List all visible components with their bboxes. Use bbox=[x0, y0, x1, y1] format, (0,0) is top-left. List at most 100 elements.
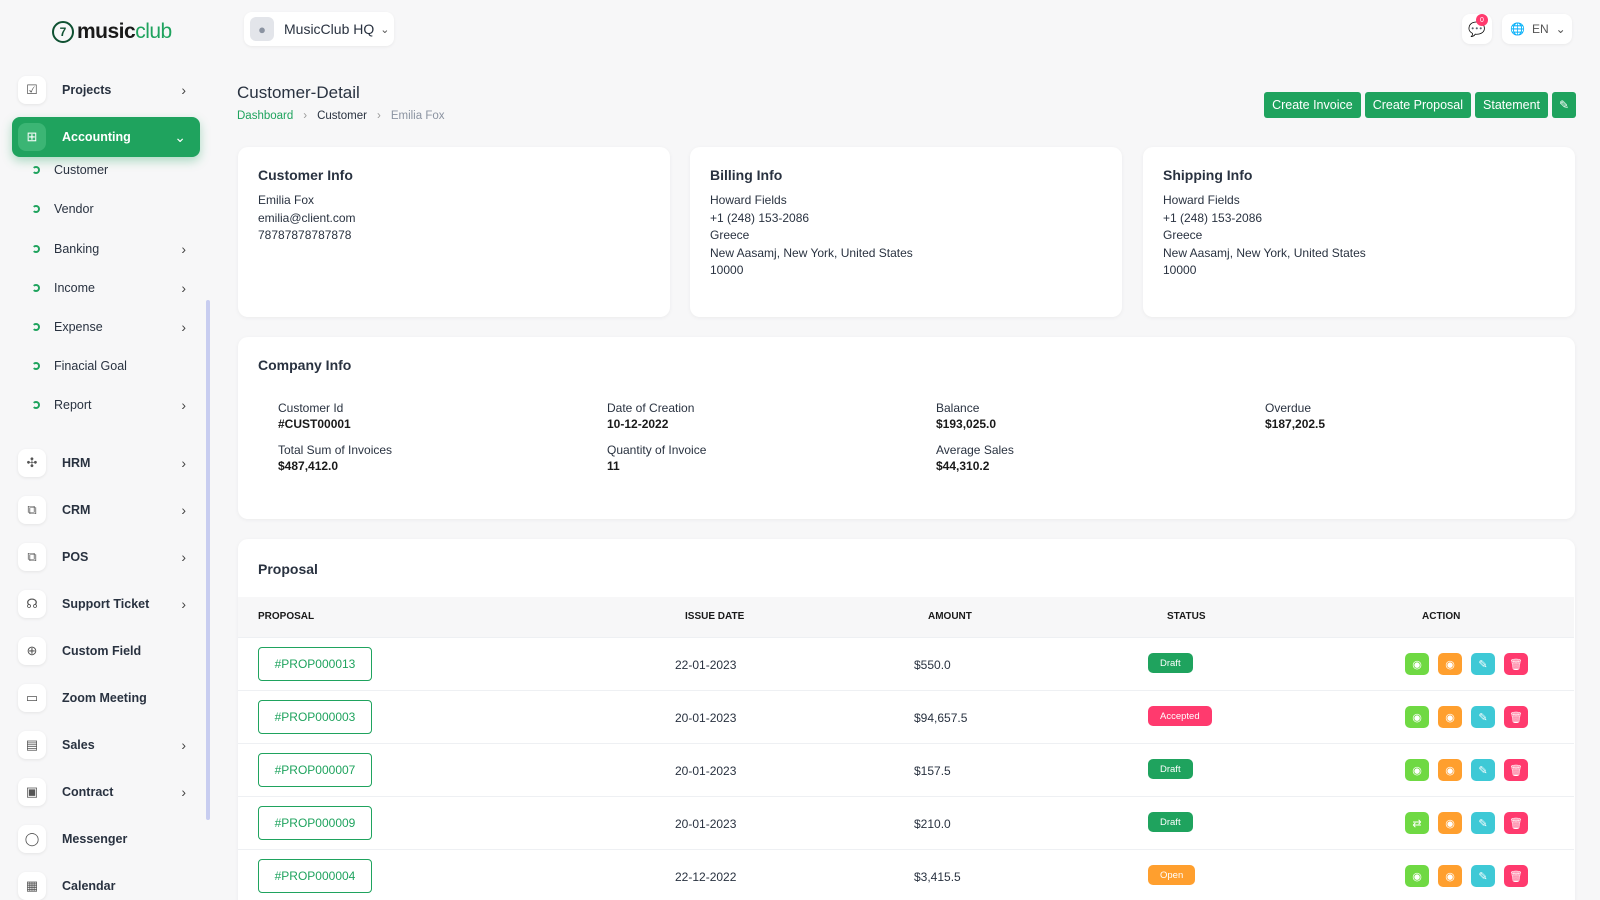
bullet-icon bbox=[32, 245, 40, 253]
sidebar-subitem-expense[interactable]: Expense › bbox=[32, 315, 192, 339]
workspace-switcher[interactable]: ● MusicClub HQ ⌄ bbox=[244, 12, 394, 46]
trash-icon[interactable]: 🗑 bbox=[1504, 759, 1528, 781]
create-invoice-button[interactable]: Create Invoice bbox=[1264, 92, 1361, 118]
pencil-icon: ✎ bbox=[1558, 98, 1570, 112]
breadcrumb-dashboard[interactable]: Dashboard bbox=[237, 110, 294, 122]
accounting-icon: ⊞ bbox=[18, 123, 46, 151]
chevron-down-icon: ⌄ bbox=[174, 128, 186, 145]
company-field-label: Overdue bbox=[1265, 401, 1312, 415]
col-proposal: PROPOSAL bbox=[258, 611, 315, 622]
issue-date: 20-01-2023 bbox=[675, 817, 737, 831]
company-field-value: $487,412.0 bbox=[278, 459, 339, 473]
company-info-grid: Customer Id #CUST00001 Date of Creation 10-… bbox=[278, 401, 1568, 473]
table-row: #PROP000013 22-01-2023 $550.0 Draft ◉ ◉ ✎ 🗑 bbox=[238, 637, 1574, 690]
sidebar-item-label: Support Ticket bbox=[62, 597, 150, 611]
calendar-icon: ▦ bbox=[18, 872, 46, 900]
sidebar-subitem-vendor[interactable]: Vendor bbox=[32, 197, 192, 221]
language-label: EN bbox=[1531, 22, 1549, 36]
logo-icon: 7 bbox=[52, 21, 74, 43]
table-row: #PROP000009 20-01-2023 $210.0 Draft ⇄ ◉ ✎ 🗑 bbox=[238, 796, 1574, 849]
sidebar-item-projects[interactable]: ☑ Projects › bbox=[12, 70, 200, 110]
preview-eye-icon[interactable]: ◉ bbox=[1438, 653, 1462, 675]
statement-button[interactable]: Statement bbox=[1475, 92, 1548, 118]
issue-date: 20-01-2023 bbox=[675, 764, 737, 778]
logo[interactable]: 7 musicclub bbox=[52, 20, 172, 44]
trash-icon[interactable]: 🗑 bbox=[1504, 865, 1528, 887]
crm-icon: ⧉ bbox=[18, 496, 46, 524]
company-field: Date of Creation 10-12-2022 bbox=[607, 401, 936, 431]
sidebar-item-contract[interactable]: ▣ Contract › bbox=[12, 772, 200, 812]
sidebar-subitem-finacial-goal[interactable]: Finacial Goal bbox=[32, 354, 192, 378]
edit-customer-button[interactable]: ✎ bbox=[1552, 92, 1576, 118]
proposal-card: Proposal PROPOSAL ISSUE DATE AMOUNT STAT… bbox=[238, 539, 1575, 900]
proposal-id-button[interactable]: #PROP000013 bbox=[258, 647, 372, 681]
company-field-label: Date of Creation bbox=[607, 401, 695, 415]
projects-icon: ☑ bbox=[18, 76, 46, 104]
shipping-country: Greece bbox=[1163, 228, 1203, 242]
customer-info-card: Customer Info Emilia Fox emilia@client.c… bbox=[238, 147, 670, 317]
sidebar-item-support-ticket[interactable]: ☊ Support Ticket › bbox=[12, 584, 200, 624]
eye-icon[interactable]: ◉ bbox=[1405, 706, 1429, 728]
proposal-id-button[interactable]: #PROP000004 bbox=[258, 859, 372, 893]
sidebar-item-label: Zoom Meeting bbox=[62, 691, 147, 705]
billing-country: Greece bbox=[710, 228, 750, 242]
row-actions: ⇄ ◉ ✎ 🗑 bbox=[1405, 812, 1528, 834]
workspace-name: MusicClub HQ bbox=[284, 21, 375, 37]
col-issue-date: ISSUE DATE bbox=[685, 611, 745, 622]
sidebar-subitem-income[interactable]: Income › bbox=[32, 276, 192, 300]
eye-icon[interactable]: ◉ bbox=[1405, 653, 1429, 675]
proposal-id-button[interactable]: #PROP000009 bbox=[258, 806, 372, 840]
sidebar-subitem-label: Income bbox=[54, 281, 95, 295]
sidebar-item-pos[interactable]: ⧉ POS › bbox=[12, 537, 200, 577]
bullet-icon bbox=[32, 166, 40, 174]
shipping-name: Howard Fields bbox=[1163, 193, 1240, 207]
language-selector[interactable]: 🌐 EN ⌄ bbox=[1502, 14, 1572, 44]
preview-eye-icon[interactable]: ◉ bbox=[1438, 865, 1462, 887]
sidebar-item-crm[interactable]: ⧉ CRM › bbox=[12, 490, 200, 530]
trash-icon[interactable]: 🗑 bbox=[1504, 706, 1528, 728]
trash-icon[interactable]: 🗑 bbox=[1504, 653, 1528, 675]
pencil-icon[interactable]: ✎ bbox=[1471, 865, 1495, 887]
sidebar-item-calendar[interactable]: ▦ Calendar bbox=[12, 866, 200, 900]
eye-icon[interactable]: ◉ bbox=[1405, 759, 1429, 781]
sidebar-item-accounting[interactable]: ⊞ Accounting ⌄ bbox=[12, 117, 200, 157]
sidebar-scrollbar[interactable] bbox=[206, 300, 210, 820]
proposal-id-button[interactable]: #PROP000003 bbox=[258, 700, 372, 734]
sidebar-item-label: Calendar bbox=[62, 879, 116, 893]
preview-eye-icon[interactable]: ◉ bbox=[1438, 706, 1462, 728]
sidebar-item-label: Sales bbox=[62, 738, 95, 752]
plus-circle-icon: ⊕ bbox=[18, 637, 46, 665]
pencil-icon[interactable]: ✎ bbox=[1471, 812, 1495, 834]
billing-address: New Aasamj, New York, United States bbox=[710, 245, 913, 260]
sidebar-subitem-banking[interactable]: Banking › bbox=[32, 237, 192, 261]
sidebar-item-hrm[interactable]: ✣ HRM › bbox=[12, 443, 200, 483]
status-badge: Draft bbox=[1148, 812, 1193, 832]
sidebar-item-label: CRM bbox=[62, 503, 91, 517]
shipping-phone: +1 (248) 153-2086 bbox=[1163, 210, 1263, 225]
billing-phone: +1 (248) 153-2086 bbox=[710, 210, 810, 225]
amount: $550.0 bbox=[914, 658, 951, 672]
pencil-icon[interactable]: ✎ bbox=[1471, 706, 1495, 728]
sidebar-item-sales[interactable]: ▤ Sales › bbox=[12, 725, 200, 765]
sidebar-item-custom-field[interactable]: ⊕ Custom Field bbox=[12, 631, 200, 671]
breadcrumb-customer[interactable]: Customer bbox=[317, 110, 367, 122]
pencil-icon[interactable]: ✎ bbox=[1471, 653, 1495, 675]
eye-icon[interactable]: ◉ bbox=[1405, 865, 1429, 887]
create-proposal-button[interactable]: Create Proposal bbox=[1364, 92, 1472, 118]
sidebar-item-zoom-meeting[interactable]: ▭ Zoom Meeting bbox=[12, 678, 200, 718]
chevron-right-icon: › bbox=[303, 110, 308, 122]
convert-icon[interactable]: ⇄ bbox=[1405, 812, 1429, 834]
sidebar-item-messenger[interactable]: ◯ Messenger bbox=[12, 819, 200, 859]
status-badge: Draft bbox=[1148, 759, 1193, 779]
company-field-label: Customer Id bbox=[278, 401, 344, 415]
sidebar-subitem-customer[interactable]: Customer bbox=[32, 158, 192, 182]
preview-eye-icon[interactable]: ◉ bbox=[1438, 812, 1462, 834]
billing-zip: 10000 bbox=[710, 263, 744, 277]
table-row: #PROP000007 20-01-2023 $157.5 Draft ◉ ◉ ✎ 🗑 bbox=[238, 743, 1574, 796]
proposal-id-button[interactable]: #PROP000007 bbox=[258, 753, 372, 787]
sidebar-item-label: Custom Field bbox=[62, 644, 142, 658]
pencil-icon[interactable]: ✎ bbox=[1471, 759, 1495, 781]
preview-eye-icon[interactable]: ◉ bbox=[1438, 759, 1462, 781]
sidebar-subitem-report[interactable]: Report › bbox=[32, 393, 192, 417]
trash-icon[interactable]: 🗑 bbox=[1504, 812, 1528, 834]
